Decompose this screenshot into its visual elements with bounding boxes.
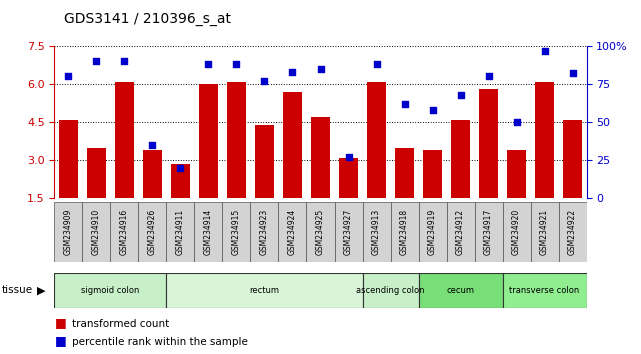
Bar xyxy=(474,202,503,262)
Point xyxy=(399,101,410,107)
Bar xyxy=(479,89,498,198)
Point xyxy=(287,69,297,75)
Point xyxy=(119,58,129,64)
Bar xyxy=(419,273,503,308)
Text: GDS3141 / 210396_s_at: GDS3141 / 210396_s_at xyxy=(64,12,231,27)
Point xyxy=(260,78,270,84)
Text: transformed count: transformed count xyxy=(72,319,170,329)
Bar xyxy=(194,202,222,262)
Bar xyxy=(54,202,83,262)
Bar xyxy=(558,202,587,262)
Text: ascending colon: ascending colon xyxy=(356,286,425,295)
Point xyxy=(203,62,213,67)
Bar xyxy=(306,202,335,262)
Point xyxy=(512,119,522,125)
Bar xyxy=(335,202,363,262)
Text: transverse colon: transverse colon xyxy=(510,286,579,295)
Point xyxy=(231,62,242,67)
Bar xyxy=(503,202,531,262)
Bar xyxy=(311,117,330,198)
Point xyxy=(428,107,438,113)
Bar xyxy=(143,150,162,198)
Text: sigmoid colon: sigmoid colon xyxy=(81,286,140,295)
Text: GSM234916: GSM234916 xyxy=(120,209,129,255)
Point xyxy=(92,58,102,64)
Text: GSM234924: GSM234924 xyxy=(288,209,297,255)
Text: GSM234913: GSM234913 xyxy=(372,209,381,255)
Bar xyxy=(395,148,414,198)
Point xyxy=(147,142,158,148)
Text: GSM234926: GSM234926 xyxy=(148,209,157,255)
Point xyxy=(344,154,354,160)
Bar xyxy=(503,273,587,308)
Bar xyxy=(251,202,278,262)
Text: GSM234920: GSM234920 xyxy=(512,209,521,255)
Point xyxy=(371,62,381,67)
Bar xyxy=(115,81,134,198)
Text: tissue: tissue xyxy=(1,285,33,295)
Point xyxy=(455,92,465,98)
Bar xyxy=(447,202,474,262)
Bar xyxy=(222,202,251,262)
Text: GSM234927: GSM234927 xyxy=(344,209,353,255)
Bar xyxy=(167,202,194,262)
Bar xyxy=(507,150,526,198)
Bar xyxy=(199,84,219,198)
Bar xyxy=(531,202,558,262)
Bar xyxy=(254,125,274,198)
Text: GSM234925: GSM234925 xyxy=(316,209,325,255)
Text: percentile rank within the sample: percentile rank within the sample xyxy=(72,337,248,347)
Bar xyxy=(563,120,582,198)
Point xyxy=(63,74,74,79)
Bar xyxy=(422,150,442,198)
Bar xyxy=(338,158,358,198)
Bar xyxy=(171,164,190,198)
Text: GSM234922: GSM234922 xyxy=(568,209,577,255)
Bar xyxy=(367,81,387,198)
Text: GSM234921: GSM234921 xyxy=(540,209,549,255)
Text: GSM234923: GSM234923 xyxy=(260,209,269,255)
Point xyxy=(539,48,549,53)
Text: GSM234912: GSM234912 xyxy=(456,209,465,255)
Bar xyxy=(110,202,138,262)
Text: ▶: ▶ xyxy=(37,285,45,295)
Bar xyxy=(87,148,106,198)
Bar xyxy=(227,81,246,198)
Text: GSM234918: GSM234918 xyxy=(400,209,409,255)
Bar xyxy=(278,202,306,262)
Bar xyxy=(451,120,470,198)
Point xyxy=(567,70,578,76)
Bar xyxy=(535,81,554,198)
Bar xyxy=(83,202,110,262)
Text: ■: ■ xyxy=(54,334,66,347)
Text: GSM234914: GSM234914 xyxy=(204,209,213,255)
Text: ■: ■ xyxy=(54,316,66,329)
Text: GSM234911: GSM234911 xyxy=(176,209,185,255)
Bar xyxy=(363,202,390,262)
Bar xyxy=(390,202,419,262)
Point xyxy=(483,74,494,79)
Text: GSM234919: GSM234919 xyxy=(428,209,437,255)
Bar xyxy=(54,273,167,308)
Text: GSM234910: GSM234910 xyxy=(92,209,101,255)
Bar xyxy=(167,273,363,308)
Text: GSM234909: GSM234909 xyxy=(64,209,73,255)
Text: GSM234915: GSM234915 xyxy=(232,209,241,255)
Text: cecum: cecum xyxy=(447,286,474,295)
Text: rectum: rectum xyxy=(249,286,279,295)
Point xyxy=(315,66,326,72)
Bar xyxy=(419,202,447,262)
Bar xyxy=(138,202,167,262)
Bar xyxy=(283,92,303,198)
Bar xyxy=(59,120,78,198)
Bar xyxy=(363,273,419,308)
Point xyxy=(176,165,186,171)
Text: GSM234917: GSM234917 xyxy=(484,209,493,255)
